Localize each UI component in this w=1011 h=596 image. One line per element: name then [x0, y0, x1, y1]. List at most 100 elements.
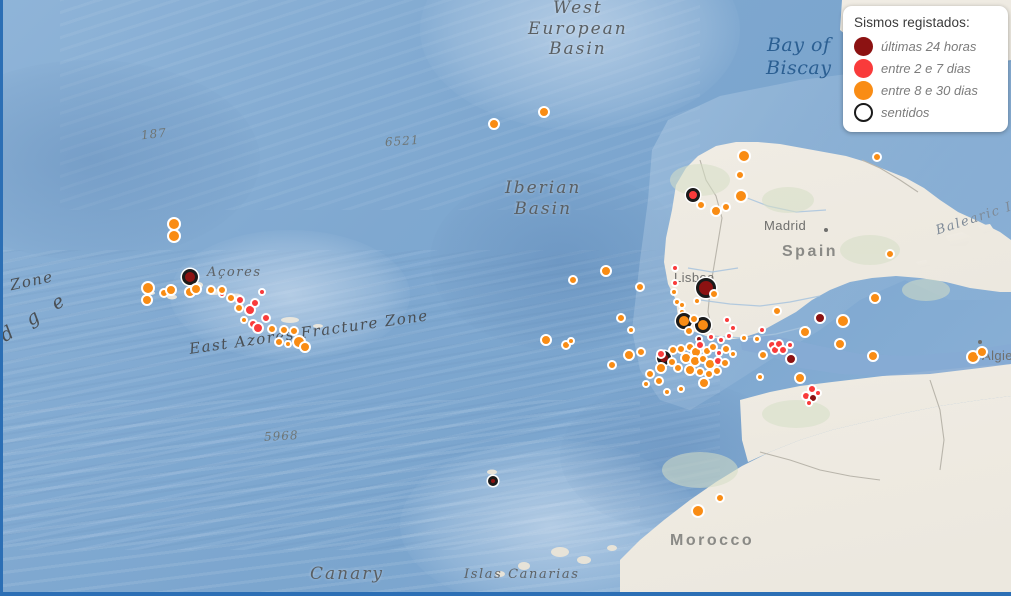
shelf-highlight — [170, 230, 410, 360]
earthquake-marker[interactable] — [709, 289, 719, 299]
earthquake-marker[interactable] — [677, 385, 685, 393]
earthquake-marker[interactable] — [671, 264, 679, 272]
earthquake-marker[interactable] — [655, 362, 667, 374]
earthquake-marker[interactable] — [721, 344, 731, 354]
earthquake-marker[interactable] — [663, 388, 671, 396]
earthquake-marker[interactable] — [600, 265, 612, 277]
earthquake-marker[interactable] — [607, 360, 617, 370]
earthquake-marker[interactable] — [834, 338, 846, 350]
earthquake-marker[interactable] — [267, 324, 277, 334]
earthquake-marker[interactable] — [758, 350, 768, 360]
earthquake-marker[interactable] — [636, 347, 646, 357]
earthquake-marker[interactable] — [258, 288, 266, 296]
earthquake-marker[interactable] — [670, 288, 678, 296]
earthquake-marker[interactable] — [627, 326, 635, 334]
earthquake-marker[interactable] — [689, 314, 699, 324]
earthquake-marker[interactable] — [274, 337, 284, 347]
earthquake-marker[interactable] — [167, 229, 181, 243]
earthquake-marker[interactable] — [635, 282, 645, 292]
earthquake-marker[interactable] — [250, 298, 260, 308]
earthquake-marker[interactable] — [729, 324, 737, 332]
legend-label-8-to-30-days: entre 8 e 30 dias — [881, 82, 978, 98]
earthquake-marker[interactable] — [642, 380, 650, 388]
earthquake-marker[interactable] — [808, 393, 818, 403]
city-dot-madrid — [824, 228, 828, 232]
earthquake-marker[interactable] — [645, 369, 655, 379]
earthquake-marker[interactable] — [252, 322, 264, 334]
earthquake-marker[interactable] — [289, 326, 299, 336]
earthquake-marker[interactable] — [976, 346, 988, 358]
earthquake-marker[interactable] — [261, 313, 271, 323]
earthquake-marker[interactable] — [710, 205, 722, 217]
earthquake-marker[interactable] — [772, 306, 782, 316]
earthquake-marker[interactable] — [568, 275, 578, 285]
earthquake-marker[interactable] — [561, 340, 571, 350]
earthquake-marker[interactable] — [488, 476, 498, 486]
earthquake-marker[interactable] — [240, 316, 248, 324]
earthquake-marker[interactable] — [538, 106, 550, 118]
earthquake-marker[interactable] — [707, 333, 715, 341]
earthquake-marker[interactable] — [616, 313, 626, 323]
earthquake-marker[interactable] — [667, 357, 677, 367]
earthquake-marker[interactable] — [737, 149, 751, 163]
earthquake-marker[interactable] — [190, 283, 202, 295]
earthquake-marker[interactable] — [735, 170, 745, 180]
earthquake-marker[interactable] — [684, 326, 694, 336]
earthquake-marker[interactable] — [721, 202, 731, 212]
earthquake-marker[interactable] — [786, 341, 794, 349]
earthquake-marker[interactable] — [756, 373, 764, 381]
earthquake-marker[interactable] — [799, 326, 811, 338]
earthquake-marker[interactable] — [693, 297, 701, 305]
earthquake-marker[interactable] — [217, 285, 227, 295]
earthquake-marker[interactable] — [567, 337, 575, 345]
earthquake-marker[interactable] — [734, 189, 748, 203]
earthquake-marker[interactable] — [182, 269, 198, 285]
earthquake-marker[interactable] — [785, 353, 797, 365]
earthquake-marker[interactable] — [234, 303, 244, 313]
earthquake-marker[interactable] — [740, 334, 748, 342]
earthquake-marker[interactable] — [623, 349, 635, 361]
earthquake-marker[interactable] — [671, 279, 679, 287]
earthquake-marker[interactable] — [488, 118, 500, 130]
earthquake-marker[interactable] — [869, 292, 881, 304]
earthquake-marker[interactable] — [717, 336, 725, 344]
earthquake-marker[interactable] — [540, 334, 552, 346]
legend-row-8-to-30-days: entre 8 e 30 dias — [854, 79, 998, 101]
earthquake-marker[interactable] — [656, 349, 666, 359]
earthquake-marker[interactable] — [279, 325, 289, 335]
earthquake-marker[interactable] — [814, 312, 826, 324]
earthquake-marker[interactable] — [805, 399, 813, 407]
earthquake-marker[interactable] — [836, 314, 850, 328]
earthquake-marker[interactable] — [206, 285, 216, 295]
earthquake-marker[interactable] — [885, 249, 895, 259]
earthquake-marker[interactable] — [872, 152, 882, 162]
earthquake-marker[interactable] — [695, 340, 705, 350]
earthquake-marker[interactable] — [165, 284, 177, 296]
earthquake-marker[interactable] — [686, 188, 700, 202]
earthquake-marker[interactable] — [753, 335, 761, 343]
earthquake-marker[interactable] — [867, 350, 879, 362]
earthquake-marker[interactable] — [141, 294, 153, 306]
earthquake-marker[interactable] — [715, 493, 725, 503]
earthquake-marker[interactable] — [696, 200, 706, 210]
earthquake-marker[interactable] — [758, 326, 766, 334]
earthquake-marker[interactable] — [794, 372, 806, 384]
earthquake-marker[interactable] — [723, 316, 731, 324]
earthquake-marker[interactable] — [284, 340, 292, 348]
earthquake-marker[interactable] — [814, 389, 822, 397]
earthquake-marker[interactable] — [720, 358, 730, 368]
earthquake-marker[interactable] — [673, 363, 683, 373]
earthquake-marker[interactable] — [725, 332, 733, 340]
earthquake-marker[interactable] — [778, 345, 788, 355]
earthquake-marker[interactable] — [654, 376, 664, 386]
earthquake-marker[interactable] — [712, 366, 722, 376]
earthquake-marker[interactable] — [695, 317, 711, 333]
earthquake-marker[interactable] — [299, 341, 311, 353]
earthquake-marker[interactable] — [729, 350, 737, 358]
earthquake-marker[interactable] — [691, 504, 705, 518]
earthquake-marker[interactable] — [141, 281, 155, 295]
earthquake-marker[interactable] — [708, 342, 718, 352]
earthquake-marker[interactable] — [698, 377, 710, 389]
